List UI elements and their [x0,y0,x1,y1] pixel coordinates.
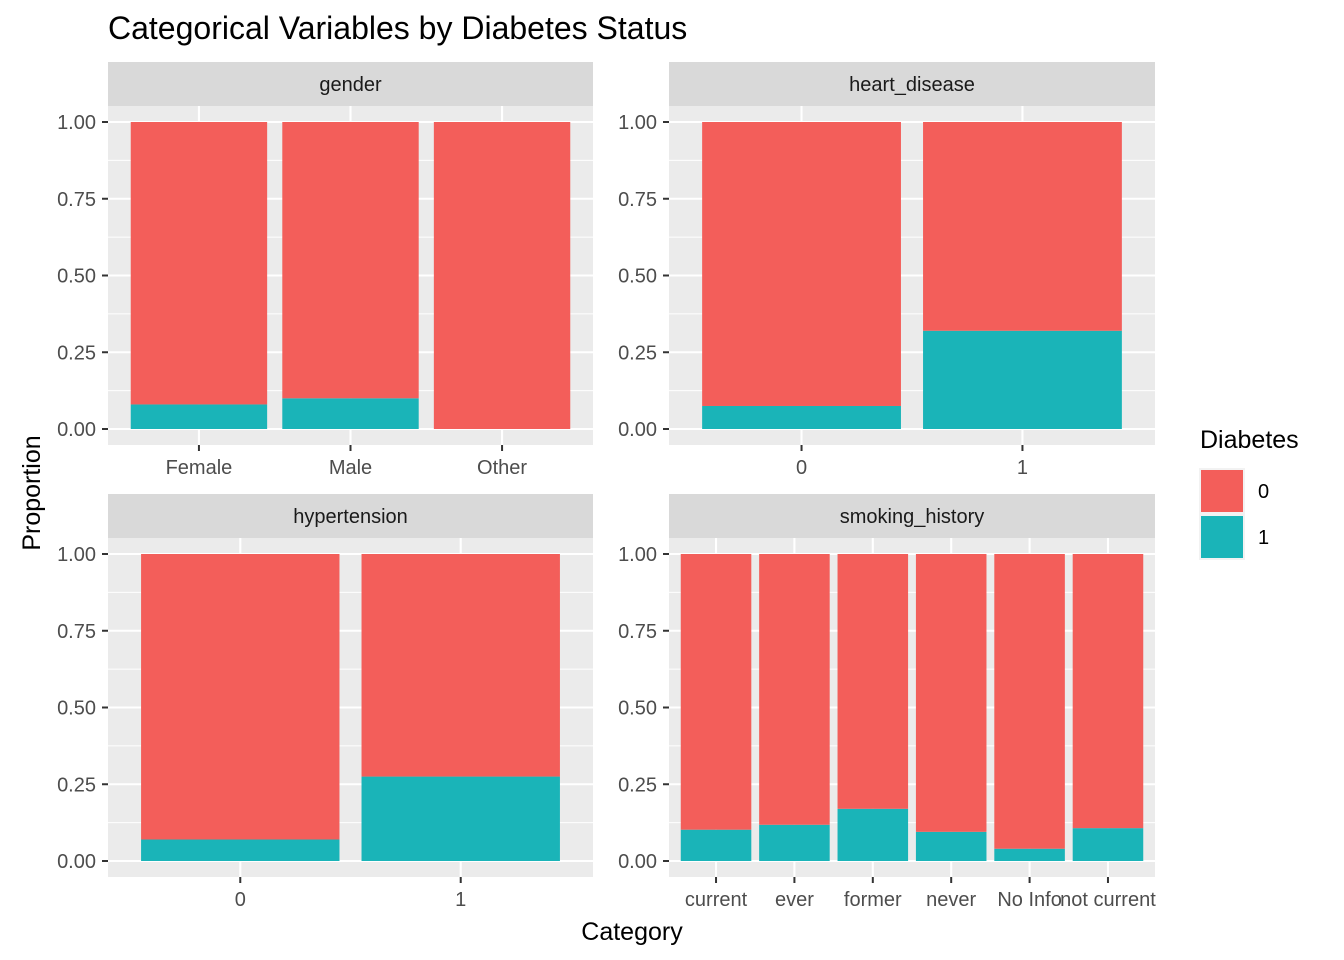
x-tick-label: No Info [997,889,1061,911]
bar-gender-Male-diabetes-1 [282,398,419,429]
bar-hypertension-1-diabetes-0 [361,554,560,777]
panel-gender: gender 0.00 0.25 0.50 0.75 1.00 Female Male Othe… [57,62,593,479]
bar-smoking_history-former-diabetes-0 [837,554,909,809]
y-tick-label: 1.00 [57,544,96,566]
y-tick-label: 0.75 [618,189,657,211]
facet-panels: gender 0.00 0.25 0.50 0.75 1.00 Female Male Othe… [57,62,1156,911]
x-tick-label: 0 [796,457,807,479]
bar-hypertension-0-diabetes-0 [141,554,340,840]
x-axis-title: Category [581,918,683,946]
x-tick-label: Other [477,457,527,479]
y-tick-label: 0.75 [618,621,657,643]
strip-background [108,494,593,538]
strip-label: heart_disease [849,74,975,96]
strip-label: smoking_history [840,506,985,528]
y-tick-label: 1.00 [57,112,96,134]
bar-heart_disease-0-diabetes-1 [702,405,901,429]
y-tick-label: 0.25 [618,342,657,364]
legend-key-0 [1201,470,1243,512]
panel-hypertension: hypertension 0.00 0.25 0.50 0.75 1.00 0 1 [57,494,593,911]
y-tick-label: 1.00 [618,112,657,134]
bar-gender-Other-diabetes-0 [433,122,571,429]
bar-smoking_history-former-diabetes-1 [837,808,909,861]
chart-title: Categorical Variables by Diabetes Status [108,10,687,46]
y-tick-label: 0.50 [57,698,96,720]
bar-smoking_history-not current-diabetes-0 [1072,554,1144,829]
y-tick-label: 0.50 [618,266,657,288]
strip-background [669,62,1155,106]
x-tick-label: 1 [1017,457,1028,479]
bar-heart_disease-1-diabetes-1 [923,330,1122,429]
x-tick-label: Female [166,457,233,479]
panel-smoking_history: smoking_history 0.00 0.25 0.50 0.75 1.00 curre… [618,494,1156,911]
x-tick-label: ever [775,889,814,911]
bar-smoking_history-never-diabetes-1 [915,831,987,861]
bar-hypertension-0-diabetes-1 [141,839,340,861]
bar-smoking_history-ever-diabetes-0 [759,554,830,825]
y-tick-label: 0.50 [618,698,657,720]
bar-gender-Male-diabetes-0 [282,122,419,399]
y-tick-label: 0.00 [618,419,657,441]
x-tick-label: 1 [455,889,466,911]
strip-label: gender [319,74,382,96]
y-tick-label: 0.00 [57,851,96,873]
strip-background [108,62,593,106]
bar-smoking_history-current-diabetes-0 [680,554,752,830]
panel-heart_disease: heart_disease 0.00 0.25 0.50 0.75 1.00 0 1 [618,62,1155,479]
y-tick-label: 0.00 [57,419,96,441]
y-tick-label: 1.00 [618,544,657,566]
x-tick-label: never [926,889,976,911]
bar-hypertension-1-diabetes-1 [361,776,560,861]
legend: Diabetes 0 1 [1199,426,1299,560]
y-tick-label: 0.00 [618,851,657,873]
x-tick-label: 0 [235,889,246,911]
bar-gender-Female-diabetes-1 [130,404,268,429]
x-tick-label: former [844,889,902,911]
legend-key-1 [1201,516,1243,558]
y-axis-title: Proportion [18,435,46,550]
bar-gender-Female-diabetes-0 [130,122,268,405]
y-tick-label: 0.25 [57,774,96,796]
strip-background [669,494,1155,538]
bar-smoking_history-No Info-diabetes-1 [994,848,1065,861]
y-tick-label: 0.75 [57,189,96,211]
legend-label-0: 0 [1258,481,1269,503]
x-tick-label: not current [1060,889,1156,911]
bar-smoking_history-ever-diabetes-1 [759,824,830,861]
bar-smoking_history-current-diabetes-1 [680,829,752,861]
bar-smoking_history-No Info-diabetes-0 [994,554,1065,849]
bar-smoking_history-not current-diabetes-1 [1072,828,1144,861]
bar-heart_disease-0-diabetes-0 [702,122,901,406]
strip-label: hypertension [293,506,408,528]
legend-title: Diabetes [1200,426,1299,454]
x-tick-label: current [685,889,748,911]
y-tick-label: 0.50 [57,266,96,288]
x-tick-label: Male [329,457,372,479]
y-tick-label: 0.75 [57,621,96,643]
bar-heart_disease-1-diabetes-0 [923,122,1122,331]
legend-label-1: 1 [1258,527,1269,549]
y-tick-label: 0.25 [618,774,657,796]
bar-smoking_history-never-diabetes-0 [915,554,987,832]
y-tick-label: 0.25 [57,342,96,364]
